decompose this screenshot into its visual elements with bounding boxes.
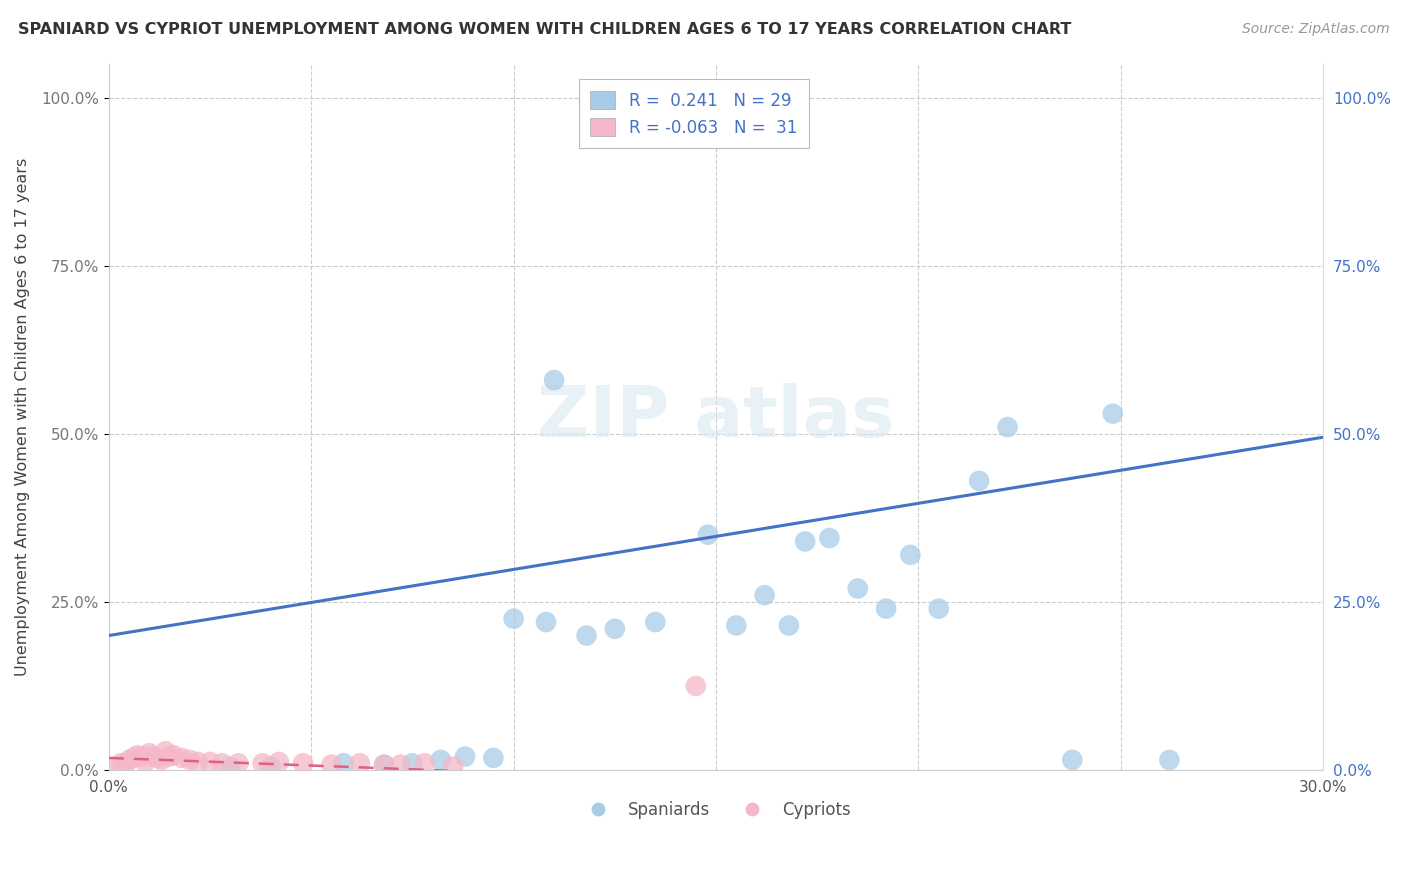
Point xyxy=(1062,753,1084,767)
Point xyxy=(150,753,173,767)
Point xyxy=(118,753,141,767)
Point xyxy=(482,751,505,765)
Point xyxy=(502,612,524,626)
Point xyxy=(332,756,354,771)
Point xyxy=(441,759,464,773)
Point xyxy=(179,753,201,767)
Point xyxy=(260,759,283,773)
Point xyxy=(373,757,395,772)
Point xyxy=(534,615,557,629)
Point xyxy=(349,756,371,771)
Point xyxy=(413,756,436,771)
Text: SPANIARD VS CYPRIOT UNEMPLOYMENT AMONG WOMEN WITH CHILDREN AGES 6 TO 17 YEARS CO: SPANIARD VS CYPRIOT UNEMPLOYMENT AMONG W… xyxy=(18,22,1071,37)
Point xyxy=(162,748,184,763)
Point xyxy=(401,756,423,771)
Point xyxy=(603,622,626,636)
Point xyxy=(127,748,149,763)
Point xyxy=(252,756,274,771)
Point xyxy=(129,749,152,764)
Point xyxy=(155,744,177,758)
Point xyxy=(697,527,720,541)
Point xyxy=(134,755,156,769)
Point xyxy=(430,753,453,767)
Y-axis label: Unemployment Among Women with Children Ages 6 to 17 years: Unemployment Among Women with Children A… xyxy=(15,158,30,676)
Point xyxy=(875,601,897,615)
Point xyxy=(138,746,160,760)
Point xyxy=(114,757,136,772)
Legend: Spaniards, Cypriots: Spaniards, Cypriots xyxy=(575,794,858,825)
Point xyxy=(292,756,315,771)
Point xyxy=(373,757,395,772)
Point xyxy=(928,601,950,615)
Point xyxy=(794,534,817,549)
Point xyxy=(575,628,598,642)
Point xyxy=(187,755,209,769)
Point xyxy=(997,420,1019,434)
Point xyxy=(898,548,921,562)
Point xyxy=(685,679,707,693)
Point xyxy=(543,373,565,387)
Text: ZIP atlas: ZIP atlas xyxy=(537,383,894,451)
Point xyxy=(142,749,165,764)
Text: Source: ZipAtlas.com: Source: ZipAtlas.com xyxy=(1241,22,1389,37)
Point xyxy=(146,751,169,765)
Point xyxy=(1159,753,1181,767)
Point xyxy=(967,474,990,488)
Point xyxy=(198,755,221,769)
Point xyxy=(122,751,145,765)
Point xyxy=(105,759,128,773)
Point xyxy=(725,618,748,632)
Point xyxy=(267,755,290,769)
Point xyxy=(219,759,242,773)
Point xyxy=(228,756,250,771)
Point xyxy=(754,588,776,602)
Point xyxy=(1101,407,1123,421)
Point xyxy=(159,749,181,764)
Point xyxy=(321,757,343,772)
Point xyxy=(110,756,132,771)
Point xyxy=(846,582,869,596)
Point xyxy=(778,618,800,632)
Point xyxy=(644,615,666,629)
Point xyxy=(170,751,193,765)
Point xyxy=(454,749,477,764)
Point xyxy=(211,756,233,771)
Point xyxy=(818,531,841,545)
Point xyxy=(389,757,412,772)
